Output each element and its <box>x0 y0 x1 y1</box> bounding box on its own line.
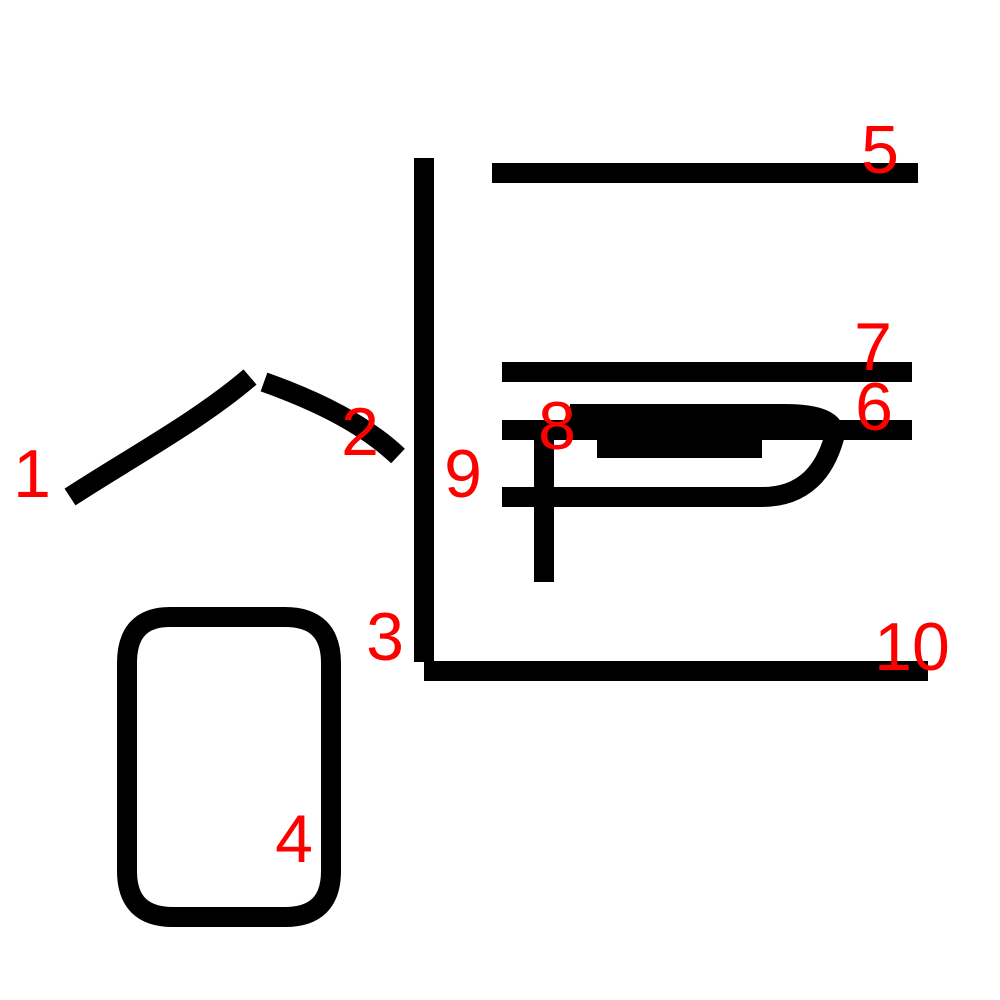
stroke-label-10: 10 <box>874 609 950 685</box>
stroke-label-3: 3 <box>366 599 404 675</box>
stroke-label-8: 8 <box>538 388 576 464</box>
stroke-8-fill-bar <box>568 407 836 458</box>
stroke-label-5: 5 <box>861 112 899 188</box>
stroke-number-labels: 1 2 3 4 5 6 7 8 9 10 <box>13 112 950 877</box>
stroke-label-9: 9 <box>444 436 482 512</box>
stroke-2 <box>260 372 405 464</box>
stroke-label-7: 7 <box>854 309 892 385</box>
stroke-4 <box>117 607 341 927</box>
strokes-group <box>64 158 928 927</box>
stroke-label-1: 1 <box>13 436 51 512</box>
stroke-label-4: 4 <box>275 801 313 877</box>
stroke-label-6: 6 <box>855 369 893 445</box>
stroke-1 <box>64 369 257 506</box>
stroke-label-2: 2 <box>341 394 379 470</box>
